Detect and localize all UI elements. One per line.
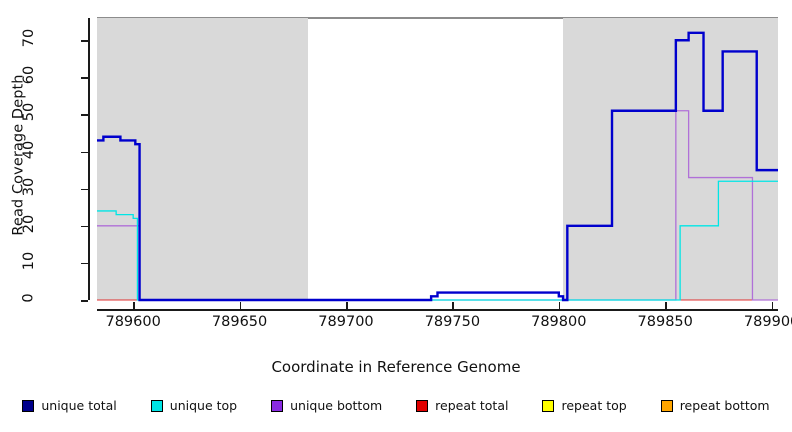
y-tick [81,225,88,228]
y-tick-label: 30 [20,177,37,196]
repeat-region-left [97,18,308,300]
x-tick-label: 789650 [211,314,268,330]
legend-item: repeat total [416,398,508,413]
y-tick [81,188,88,191]
legend-item: repeat top [542,398,627,413]
y-tick-label: 10 [20,251,37,271]
legend-label: repeat bottom [679,398,770,413]
y-tick-label: 70 [20,29,37,48]
x-tick-label: 789600 [105,314,161,330]
y-tick [81,262,88,265]
y-tick-label: 50 [20,103,37,122]
legend-label: repeat total [435,398,509,413]
repeat-region-right [563,18,778,300]
y-tick-label: 60 [20,66,37,85]
legend-swatch-icon [542,399,555,412]
plot-area [97,18,778,300]
legend-swatch-icon [416,399,429,412]
legend-label: unique total [41,398,117,413]
legend-item: repeat bottom [660,398,770,413]
x-tick-label: 789850 [637,314,693,330]
plot-top-border [97,17,778,19]
y-tick [81,40,88,42]
legend-swatch-icon [150,399,163,412]
x-tick-label: 789750 [424,314,481,330]
legend-swatch-icon [22,399,35,412]
legend-label: unique bottom [290,398,383,413]
x-axis-line [97,309,778,311]
y-axis-line [88,18,90,300]
x-tick-label: 789900 [743,314,792,330]
x-tick [665,302,667,310]
y-tick [81,114,88,117]
y-tick [81,151,88,154]
legend-item: unique bottom [271,398,382,413]
x-tick [239,302,242,310]
x-tick [452,302,454,310]
legend-label: repeat top [561,398,627,413]
legend-swatch-icon [660,399,673,412]
series-layer [97,18,778,300]
x-tick [558,302,561,310]
series-line-unique-bottom [97,111,778,300]
x-tick-label: 789800 [531,314,587,330]
legend-item: unique total [22,398,117,413]
x-tick [771,302,774,310]
y-tick-label: 20 [20,214,37,234]
legend-label: unique top [169,398,238,413]
x-tick-label: 789700 [318,314,374,330]
series-line-unique-total [97,33,778,300]
x-tick [133,302,135,310]
y-tick [81,77,88,79]
y-tick-label: 0 [20,293,37,303]
legend-item: unique top [150,398,238,413]
y-tick-label: 40 [20,140,37,159]
y-tick [81,300,88,302]
x-tick [345,302,348,310]
chart-legend: unique total unique top unique bottom repea… [0,398,792,413]
legend-swatch-icon [271,399,284,412]
x-axis-title: Coordinate in Reference Genome [271,358,521,376]
